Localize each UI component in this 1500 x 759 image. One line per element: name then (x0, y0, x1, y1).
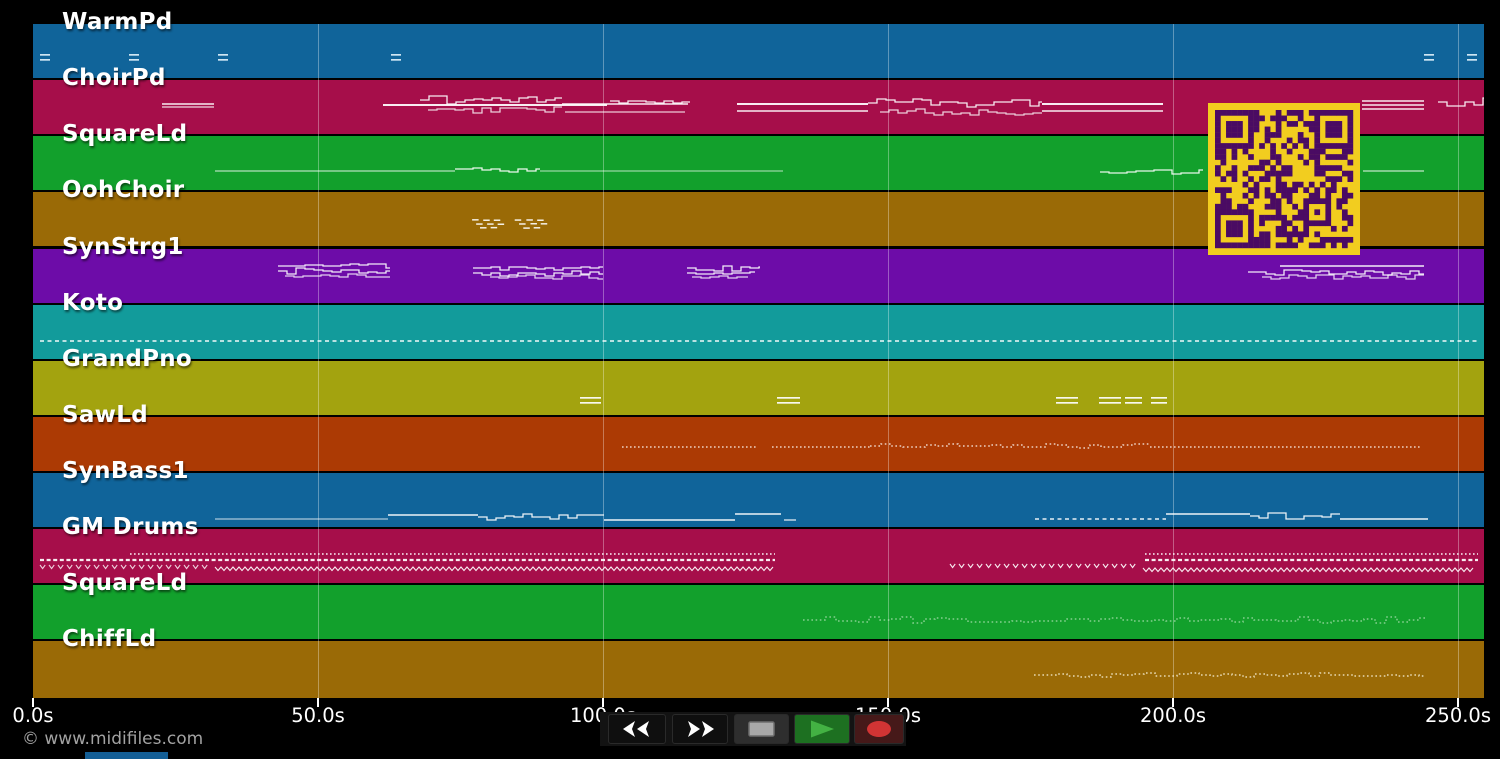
record-button[interactable] (854, 714, 904, 744)
axis-tick (1457, 698, 1459, 707)
track-label: WarmPd (62, 9, 173, 35)
time-tick-label: 200.0s (1140, 704, 1206, 727)
track-band (33, 24, 1484, 78)
track-band (33, 305, 1484, 359)
track-band (33, 641, 1484, 698)
track-label: SquareLd (62, 121, 188, 147)
fast-forward-icon (688, 721, 714, 737)
track-label: SynBass1 (62, 458, 189, 484)
axis-tick (602, 698, 604, 707)
track-band (33, 529, 1484, 583)
bottom-edge-fragment (85, 752, 168, 759)
track-label: ChiffLd (62, 626, 157, 652)
axis-tick (317, 698, 319, 707)
track-label: SquareLd (62, 570, 188, 596)
play-button[interactable] (794, 714, 850, 744)
axis-tick (887, 698, 889, 707)
track-band (33, 585, 1484, 639)
track-band (33, 473, 1484, 527)
time-tick-label: 50.0s (291, 704, 345, 727)
copyright-text: © www.midifiles.com (22, 729, 204, 749)
track-label: Koto (62, 290, 124, 316)
record-icon (867, 721, 891, 737)
track-label: SawLd (62, 402, 148, 428)
play-icon (811, 720, 834, 738)
track-label: SynStrg1 (62, 234, 184, 260)
qr-code (1208, 103, 1360, 255)
fast-forward-button[interactable] (672, 714, 728, 744)
rewind-button[interactable] (608, 714, 666, 744)
track-band (33, 417, 1484, 471)
track-label: ChoirPd (62, 65, 166, 91)
track-label: GrandPno (62, 346, 193, 372)
axis-tick (32, 698, 34, 707)
transport-bar (600, 712, 906, 746)
track-band (33, 361, 1484, 415)
stop-icon (747, 721, 775, 737)
stop-button[interactable] (734, 714, 789, 744)
time-gridline (888, 24, 889, 698)
track-label: OohChoir (62, 177, 185, 203)
time-gridline (1458, 24, 1459, 698)
track-label: GM Drums (62, 514, 199, 540)
time-gridline (318, 24, 319, 698)
rewind-icon (623, 721, 649, 737)
time-gridline (1173, 24, 1174, 698)
time-tick-label: 250.0s (1425, 704, 1491, 727)
axis-tick (1172, 698, 1174, 707)
time-tick-label: 0.0s (12, 704, 54, 727)
track-band (33, 249, 1484, 303)
time-gridline (603, 24, 604, 698)
